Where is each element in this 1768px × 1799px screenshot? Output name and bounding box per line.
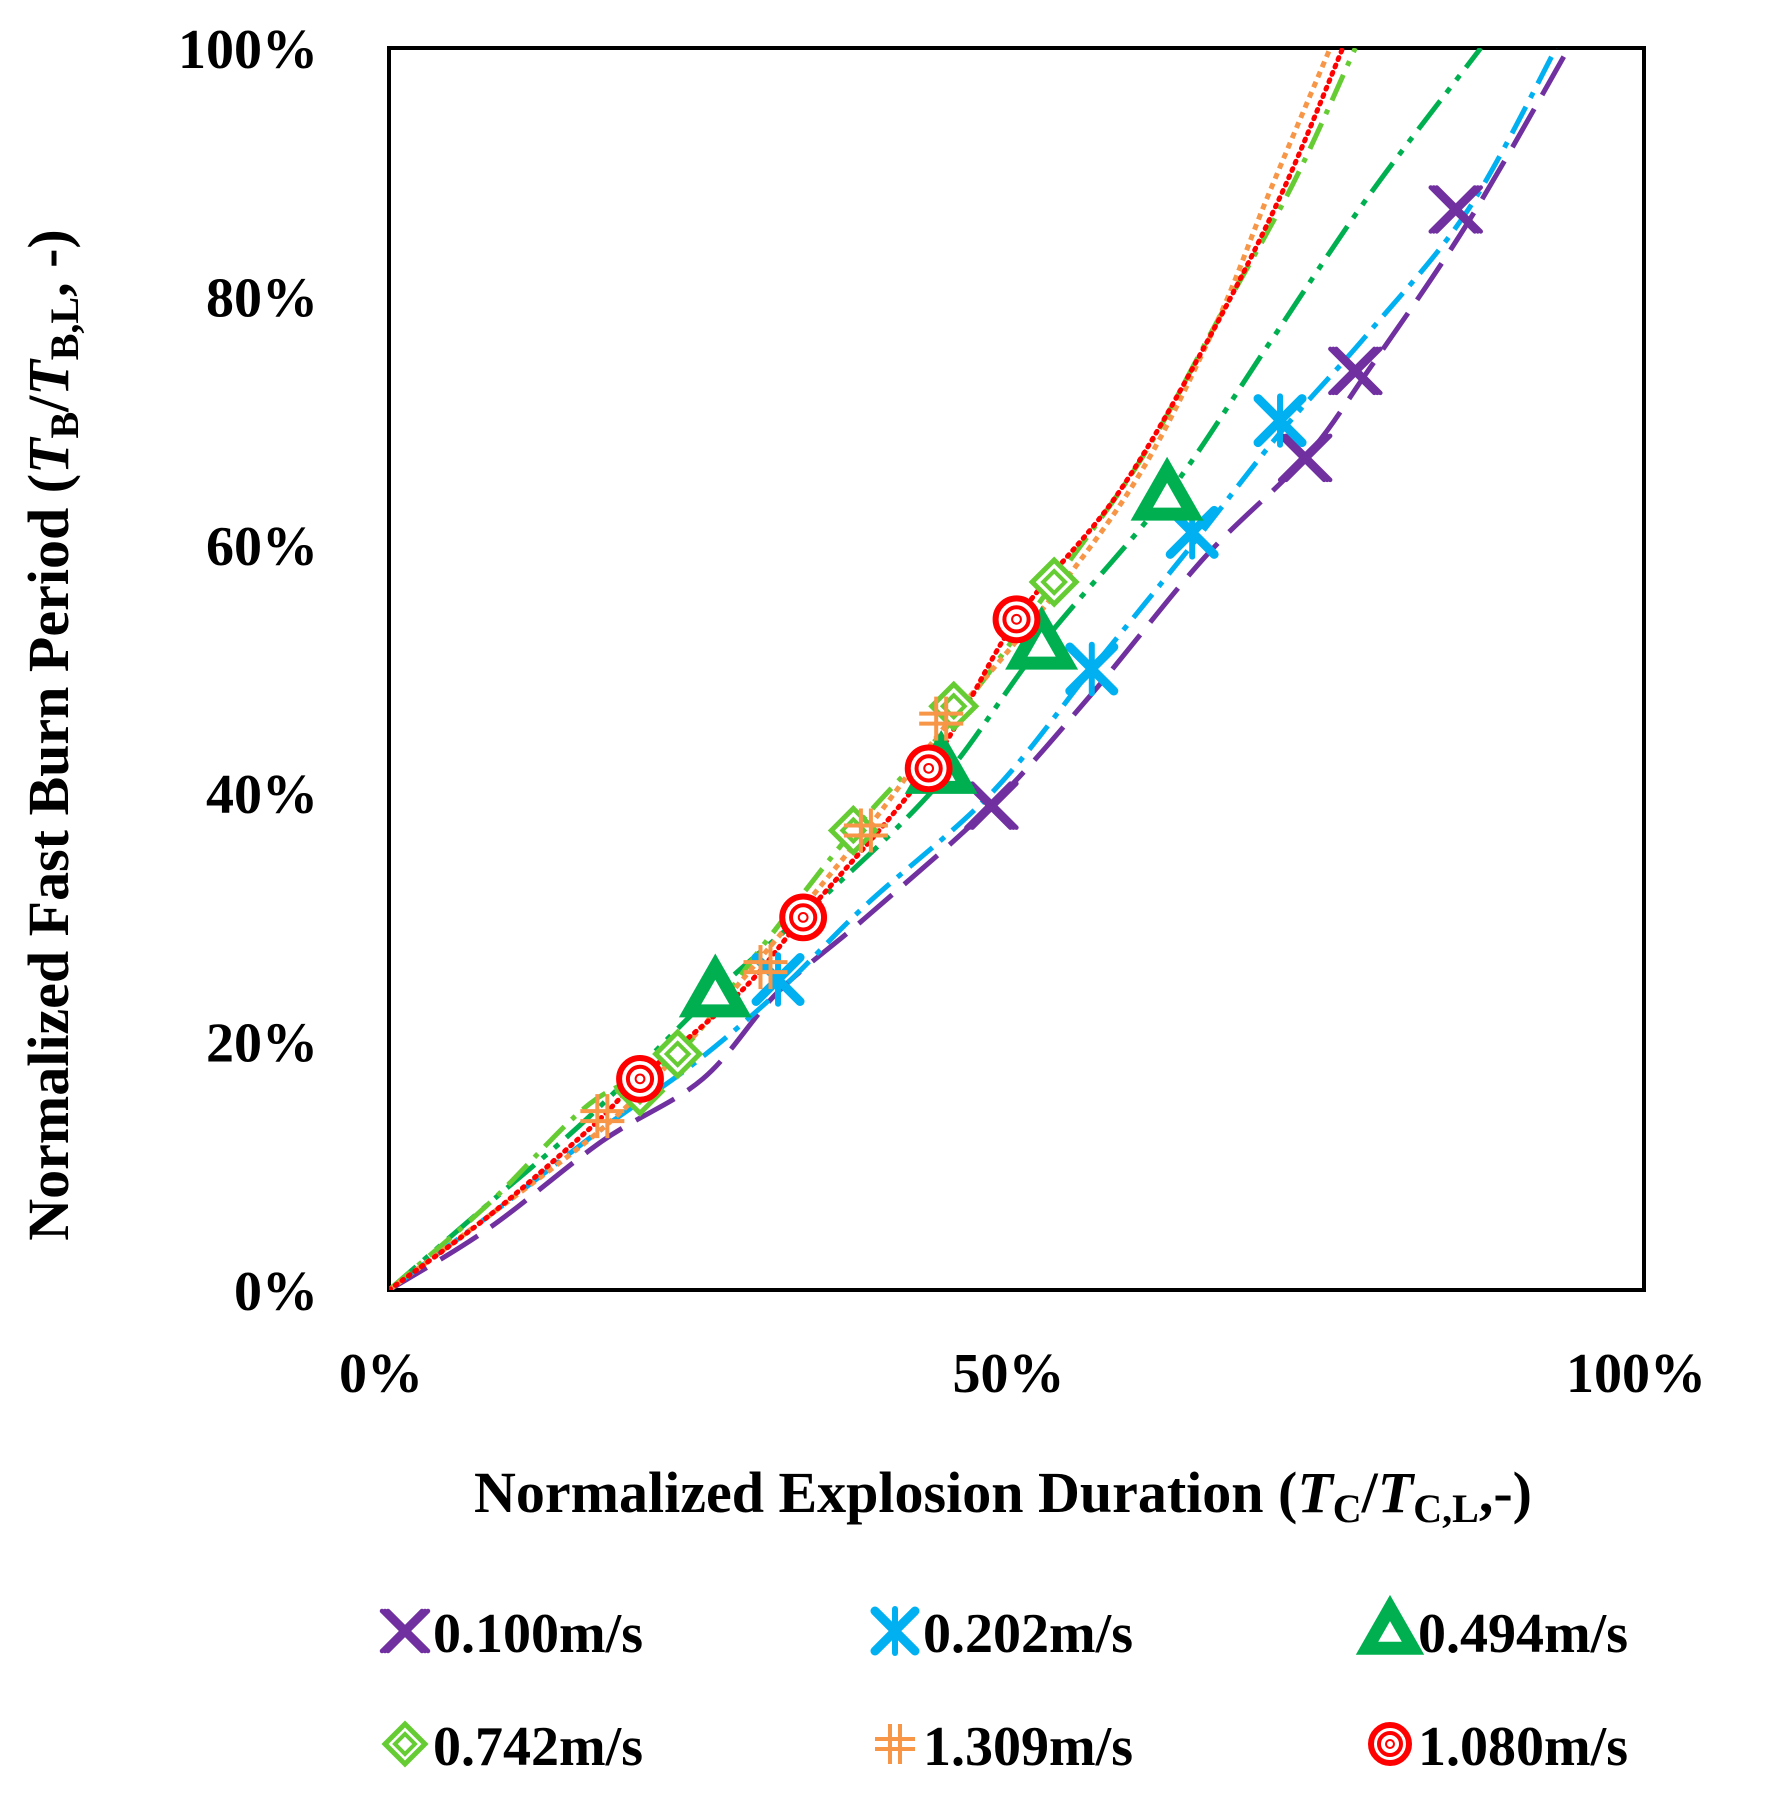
legend-label-4: 1.309m/s bbox=[923, 1716, 1133, 1778]
series-0-marker-1 bbox=[1277, 433, 1333, 483]
series-3-marker-1 bbox=[652, 1028, 704, 1080]
series-4-marker-0 bbox=[580, 1094, 625, 1139]
legend-item-3: 0.742m/s bbox=[381, 1716, 643, 1778]
series-1-marker-3 bbox=[1253, 393, 1307, 448]
x-axis-title-sub1: C bbox=[1333, 1486, 1362, 1531]
legend-item-5: 1.080m/s bbox=[1368, 1716, 1628, 1778]
series-2-marker-3 bbox=[1130, 456, 1204, 521]
legend-item-4: 1.309m/s bbox=[875, 1716, 1133, 1778]
series-3-marker-3 bbox=[928, 680, 980, 732]
x-axis-title-sub2: C,L bbox=[1413, 1486, 1479, 1531]
x-axis-title-suffix: ,-) bbox=[1479, 1460, 1532, 1525]
tick-labels: 0% 20% 40% 60% 80% 100% 0% 50% 100% bbox=[178, 19, 1706, 1405]
series-5-marker-1 bbox=[779, 893, 828, 942]
x-axis-title-var2: T bbox=[1378, 1460, 1416, 1525]
x-axis-title-mid: / bbox=[1361, 1460, 1379, 1525]
legend-marker-5 bbox=[1368, 1722, 1412, 1766]
y-axis-title-suffix: , -) bbox=[16, 229, 81, 297]
series-3-marker-4 bbox=[1028, 556, 1080, 608]
y-tick-label-0: 0% bbox=[234, 1261, 318, 1323]
series-5-marker-0 bbox=[616, 1054, 664, 1103]
legend-marker-4 bbox=[875, 1724, 915, 1764]
y-tick-label-2: 40% bbox=[206, 764, 318, 826]
y-axis-title: Normalized Fast Burn Period (TB/TB,L, -) bbox=[16, 229, 87, 1240]
legend-marker-1 bbox=[870, 1606, 920, 1656]
legend-marker-0 bbox=[379, 1608, 431, 1654]
legend-item-2: 0.494m/s bbox=[1355, 1594, 1628, 1665]
x-axis-title-prefix: Normalized Explosion Duration ( bbox=[474, 1460, 1297, 1525]
y-tick-label-4: 80% bbox=[206, 267, 318, 329]
y-axis-title-prefix: Normalized Fast Burn Period ( bbox=[16, 474, 81, 1241]
series-2-marker-2 bbox=[1005, 605, 1079, 670]
series-1-marker-1 bbox=[1065, 641, 1119, 697]
x-tick-label-0: 0% bbox=[339, 1343, 423, 1405]
series-0-marker-0 bbox=[964, 781, 1019, 830]
x-axis-title: Normalized Explosion Duration (TC/TC,L,-… bbox=[474, 1460, 1532, 1531]
y-axis-title-sub1: B bbox=[42, 412, 87, 439]
series-5-marker-2 bbox=[904, 744, 953, 793]
legend-marker-2 bbox=[1355, 1594, 1425, 1655]
legend-label-1: 0.202m/s bbox=[923, 1603, 1133, 1665]
y-axis-title-var: T bbox=[16, 436, 81, 474]
series-line-2 bbox=[389, 48, 1483, 1290]
marker-layer bbox=[580, 185, 1483, 1139]
legend-label-0: 0.100m/s bbox=[433, 1603, 643, 1665]
series-4-marker-3 bbox=[919, 696, 964, 741]
series-4-marker-2 bbox=[843, 808, 888, 853]
y-axis-title-var2: T bbox=[16, 358, 81, 396]
x-axis-title-var: T bbox=[1297, 1460, 1335, 1525]
series-line-3 bbox=[389, 48, 1358, 1290]
series-0-marker-2 bbox=[1328, 346, 1383, 396]
series-4-marker-1 bbox=[743, 945, 788, 990]
legend-item-0: 0.100m/s bbox=[379, 1603, 643, 1665]
y-tick-label-5: 100% bbox=[178, 19, 318, 81]
y-tick-label-3: 60% bbox=[206, 516, 318, 578]
x-tick-label-1: 50% bbox=[953, 1343, 1065, 1405]
series-2-marker-0 bbox=[678, 953, 752, 1018]
y-tick-label-1: 20% bbox=[206, 1013, 318, 1075]
legend-item-1: 0.202m/s bbox=[870, 1603, 1133, 1665]
series-5-marker-3 bbox=[992, 595, 1041, 644]
series-0-marker-3 bbox=[1428, 185, 1483, 234]
legend: 0.100m/s 0.202m/s 0.494m/s 0.742m/s 1.309m/s… bbox=[379, 1594, 1628, 1778]
legend-label-2: 0.494m/s bbox=[1418, 1603, 1628, 1665]
x-tick-label-2: 100% bbox=[1566, 1343, 1706, 1405]
legend-label-5: 1.080m/s bbox=[1418, 1716, 1628, 1778]
legend-label-3: 0.742m/s bbox=[433, 1716, 643, 1778]
y-axis-title-sub2: B,L bbox=[42, 297, 87, 360]
legend-marker-3 bbox=[381, 1720, 429, 1768]
y-axis-title-mid: / bbox=[16, 395, 81, 413]
